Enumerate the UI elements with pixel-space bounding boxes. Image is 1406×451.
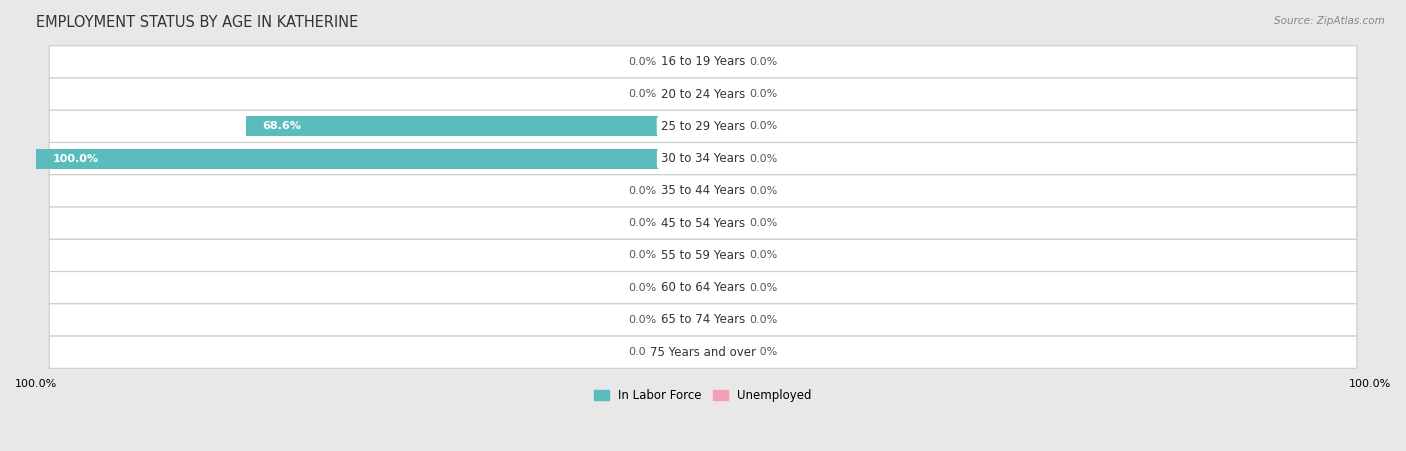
- Text: 65 to 74 Years: 65 to 74 Years: [661, 313, 745, 327]
- Text: 30 to 34 Years: 30 to 34 Years: [661, 152, 745, 165]
- Bar: [246, 116, 703, 136]
- Text: 55 to 59 Years: 55 to 59 Years: [661, 249, 745, 262]
- Bar: [703, 213, 740, 233]
- Bar: [703, 52, 740, 72]
- Text: 75 Years and over: 75 Years and over: [650, 346, 756, 359]
- Text: 0.0%: 0.0%: [628, 250, 657, 260]
- Text: 35 to 44 Years: 35 to 44 Years: [661, 184, 745, 198]
- Text: 0.0%: 0.0%: [628, 347, 657, 357]
- Bar: [37, 149, 703, 169]
- Bar: [703, 278, 740, 298]
- Bar: [703, 181, 740, 201]
- Text: 25 to 29 Years: 25 to 29 Years: [661, 120, 745, 133]
- Bar: [703, 245, 740, 266]
- Text: 0.0%: 0.0%: [749, 89, 778, 99]
- Text: 0.0%: 0.0%: [628, 315, 657, 325]
- Bar: [703, 310, 740, 330]
- FancyBboxPatch shape: [49, 207, 1357, 239]
- FancyBboxPatch shape: [49, 175, 1357, 207]
- Bar: [666, 310, 703, 330]
- Bar: [703, 84, 740, 104]
- FancyBboxPatch shape: [49, 143, 1357, 175]
- Bar: [666, 181, 703, 201]
- Text: 0.0%: 0.0%: [749, 218, 778, 228]
- Text: Source: ZipAtlas.com: Source: ZipAtlas.com: [1274, 16, 1385, 26]
- Text: 0.0%: 0.0%: [628, 283, 657, 293]
- Text: 0.0%: 0.0%: [749, 121, 778, 131]
- Bar: [666, 213, 703, 233]
- Bar: [703, 149, 740, 169]
- Bar: [666, 278, 703, 298]
- Bar: [666, 342, 703, 362]
- Text: 60 to 64 Years: 60 to 64 Years: [661, 281, 745, 294]
- Text: 100.0%: 100.0%: [53, 154, 98, 164]
- FancyBboxPatch shape: [49, 336, 1357, 368]
- Text: 0.0%: 0.0%: [749, 154, 778, 164]
- Text: 0.0%: 0.0%: [749, 250, 778, 260]
- Text: 0.0%: 0.0%: [749, 186, 778, 196]
- FancyBboxPatch shape: [49, 304, 1357, 336]
- Text: 0.0%: 0.0%: [628, 218, 657, 228]
- FancyBboxPatch shape: [49, 78, 1357, 110]
- Text: 45 to 54 Years: 45 to 54 Years: [661, 216, 745, 230]
- Bar: [666, 84, 703, 104]
- Text: 20 to 24 Years: 20 to 24 Years: [661, 87, 745, 101]
- FancyBboxPatch shape: [49, 46, 1357, 78]
- Bar: [703, 342, 740, 362]
- Text: 0.0%: 0.0%: [628, 186, 657, 196]
- Bar: [703, 116, 740, 136]
- Text: 0.0%: 0.0%: [749, 347, 778, 357]
- Text: 0.0%: 0.0%: [628, 89, 657, 99]
- Bar: [666, 245, 703, 266]
- Text: 16 to 19 Years: 16 to 19 Years: [661, 55, 745, 69]
- Text: 0.0%: 0.0%: [749, 283, 778, 293]
- Text: 0.0%: 0.0%: [628, 57, 657, 67]
- FancyBboxPatch shape: [49, 239, 1357, 272]
- Text: 0.0%: 0.0%: [749, 57, 778, 67]
- Text: EMPLOYMENT STATUS BY AGE IN KATHERINE: EMPLOYMENT STATUS BY AGE IN KATHERINE: [37, 15, 359, 30]
- FancyBboxPatch shape: [49, 110, 1357, 143]
- Legend: In Labor Force, Unemployed: In Labor Force, Unemployed: [589, 385, 817, 407]
- Text: 68.6%: 68.6%: [262, 121, 301, 131]
- Bar: [666, 52, 703, 72]
- FancyBboxPatch shape: [49, 272, 1357, 304]
- Text: 0.0%: 0.0%: [749, 315, 778, 325]
